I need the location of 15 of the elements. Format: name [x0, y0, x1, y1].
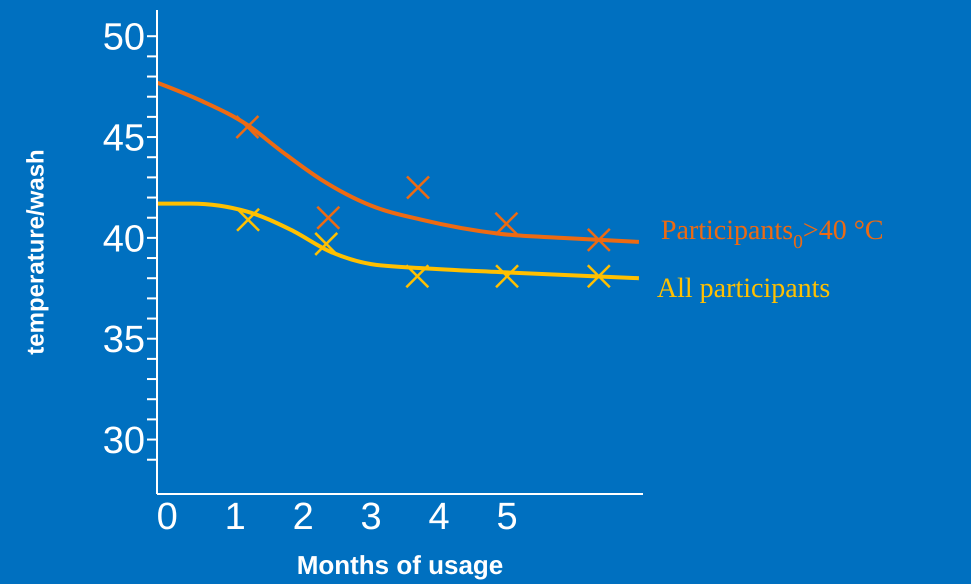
y-tick-label: 40 — [102, 218, 145, 260]
x-tick-label: 3 — [360, 496, 382, 538]
y-axis-title: temperature/wash — [22, 149, 50, 355]
x-tick-label: 1 — [224, 496, 246, 538]
x-tick-label: 2 — [292, 496, 314, 538]
x-tick-label: 0 — [156, 496, 178, 538]
x-tick-label: 5 — [496, 496, 518, 538]
series-label: Participants$_{0}$>40 °C — [660, 215, 884, 253]
series-label: All participants — [656, 274, 830, 305]
y-tick-label: 35 — [102, 319, 145, 362]
y-tick-label: 50 — [102, 16, 145, 59]
x-axis-title: Months of usage — [296, 550, 504, 580]
y-tick-label: 30 — [102, 420, 145, 462]
x-tick-label: 4 — [428, 496, 450, 538]
y-tick-label: 45 — [102, 118, 145, 160]
